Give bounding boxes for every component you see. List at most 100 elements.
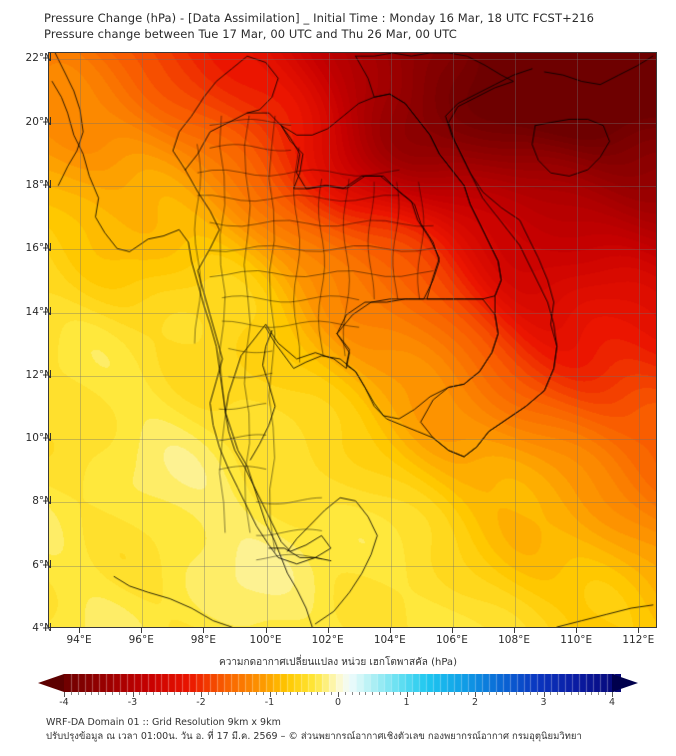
xtick-label: 104°E — [373, 634, 406, 646]
colorbar-minor-tick — [159, 692, 161, 695]
colorbar-minor-tick — [221, 692, 223, 695]
colorbar-tick-label: -3 — [127, 697, 138, 708]
colorbar-minor-tick — [317, 692, 319, 695]
colorbar-major-tick — [612, 692, 613, 697]
chart-header: Pressure Change (hPa) - [Data Assimilati… — [44, 10, 664, 42]
colorbar-minor-tick — [392, 692, 394, 695]
colorbar-minor-tick — [564, 692, 566, 695]
colorbar-minor-tick — [111, 692, 113, 695]
colorbar-minor-tick — [70, 692, 72, 695]
colorbar-minor-tick — [139, 692, 141, 695]
colorbar-extend-low-arrow — [38, 674, 64, 692]
colorbar-minor-tick — [351, 692, 353, 695]
ytick-mark — [43, 311, 48, 313]
xtick-mark — [389, 628, 391, 633]
xtick-mark — [203, 628, 205, 633]
colorbar-extend-high-arrow — [612, 674, 638, 692]
ytick-mark — [43, 374, 48, 376]
chart-title-line-2: Pressure change between Tue 17 Mar, 00 U… — [44, 27, 457, 41]
ytick-label: 6°N — [32, 558, 52, 571]
colorbar-minor-tick — [522, 692, 524, 695]
colorbar-minor-tick — [331, 692, 333, 695]
xtick-label: 98°E — [190, 634, 216, 646]
colorbar-minor-tick — [433, 692, 435, 695]
colorbar-minor-tick — [454, 692, 456, 695]
colorbar-minor-tick — [194, 692, 196, 695]
ytick-mark — [43, 121, 48, 123]
colorbar-tick-label: -2 — [196, 697, 206, 708]
colorbar-minor-tick — [248, 692, 250, 695]
colorbar-minor-tick — [344, 692, 346, 695]
colorbar-tick-label: 4 — [608, 697, 616, 708]
footer-credit: ปรับปรุงข้อมูล ณ เวลา 01:00น. วัน อ. ที่… — [46, 731, 582, 742]
colorbar-minor-tick — [577, 692, 579, 695]
colorbar-minor-tick — [385, 692, 387, 695]
colorbar-minor-tick — [207, 692, 209, 695]
xtick-label: 94°E — [66, 634, 92, 646]
colorbar-minor-tick — [166, 692, 168, 695]
colorbar-minor-tick — [481, 692, 483, 695]
map-figure: 94°E 96°E 98°E 100°E 102°E 104°E 106°E 108°E 110… — [0, 44, 676, 646]
colorbar-ticks: -4 -3 -2 -1 0 1 2 3 4 — [59, 692, 616, 710]
colorbar-major-tick — [269, 692, 271, 697]
ytick-label: 8°N — [32, 495, 52, 508]
colorbar-minor-tick — [310, 692, 312, 695]
ytick-mark — [43, 247, 48, 249]
colorbar-minor-tick — [468, 692, 470, 695]
colorbar-minor-tick — [372, 692, 374, 695]
colorbar-major-tick — [201, 692, 202, 697]
colorbar-minor-tick — [77, 692, 79, 695]
colorbar-block: ความกดอากาศเปลี่ยนแปลง หน่วย เฮกโตพาสคัล… — [0, 655, 676, 708]
xtick-label: 106°E — [435, 634, 468, 646]
map-plot-area[interactable] — [48, 52, 657, 628]
ytick-mark — [43, 437, 48, 439]
colorbar-minor-tick — [488, 692, 490, 695]
colorbar-minor-tick — [118, 692, 120, 695]
colorbar-minor-tick — [173, 692, 175, 695]
colorbar-major-tick — [406, 692, 408, 697]
colorbar-minor-tick — [91, 692, 93, 695]
ytick-label: 12°N — [25, 368, 52, 381]
pressure-change-heatmap — [49, 53, 656, 627]
colorbar-major-tick — [338, 692, 339, 697]
colorbar-minor-tick — [214, 692, 216, 695]
colorbar-minor-tick — [584, 692, 586, 695]
figure-footer: WRF-DA Domain 01 :: Grid Resolution 9km … — [46, 716, 666, 744]
colorbar-minor-tick — [105, 692, 107, 695]
colorbar-minor-tick — [125, 692, 127, 695]
xtick-label: 110°E — [560, 634, 593, 646]
colorbar-minor-tick — [290, 692, 292, 695]
colorbar-gradient — [64, 674, 621, 692]
colorbar-major-tick — [132, 692, 134, 697]
xtick-label: 112°E — [622, 634, 655, 646]
colorbar-minor-tick — [296, 692, 298, 695]
colorbar-minor-tick — [509, 692, 511, 695]
colorbar-minor-tick — [303, 692, 305, 695]
ytick-label: 18°N — [25, 178, 52, 191]
ytick-label: 20°N — [25, 115, 52, 128]
colorbar-minor-tick — [146, 692, 148, 695]
ytick-label: 4°N — [32, 622, 52, 634]
ytick-label: 16°N — [25, 242, 52, 255]
colorbar-minor-tick — [358, 692, 360, 695]
colorbar-minor-tick — [276, 692, 278, 695]
xtick-mark — [576, 628, 578, 633]
colorbar-minor-tick — [283, 692, 285, 695]
colorbar-minor-tick — [605, 692, 607, 695]
colorbar-minor-tick — [324, 692, 326, 695]
colorbar-minor-tick — [84, 692, 86, 695]
xtick-mark — [638, 628, 640, 633]
ytick-mark — [43, 627, 48, 629]
colorbar-label: ความกดอากาศเปลี่ยนแปลง หน่วย เฮกโตพาสคัล… — [219, 657, 457, 668]
colorbar-minor-tick — [516, 692, 518, 695]
footer-domain-info: WRF-DA Domain 01 :: Grid Resolution 9km … — [46, 717, 281, 728]
colorbar-minor-tick — [98, 692, 100, 695]
xtick-mark — [451, 628, 453, 633]
colorbar-minor-tick — [187, 692, 189, 695]
xtick-label: 100°E — [249, 634, 282, 646]
colorbar-minor-tick — [427, 692, 429, 695]
colorbar-minor-tick — [235, 692, 237, 695]
xtick-mark — [327, 628, 329, 633]
colorbar-minor-tick — [379, 692, 381, 695]
colorbar-major-tick — [64, 692, 65, 697]
